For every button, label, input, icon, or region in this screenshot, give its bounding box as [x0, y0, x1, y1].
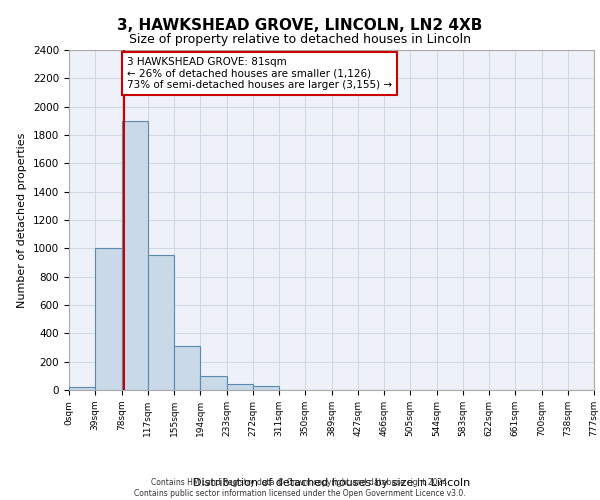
Y-axis label: Number of detached properties: Number of detached properties	[17, 132, 28, 308]
Bar	[253, 386, 279, 390]
Bar	[69, 387, 95, 390]
Text: 3, HAWKSHEAD GROVE, LINCOLN, LN2 4XB: 3, HAWKSHEAD GROVE, LINCOLN, LN2 4XB	[118, 18, 482, 32]
Text: Contains HM Land Registry data © Crown copyright and database right 2024.
Contai: Contains HM Land Registry data © Crown c…	[134, 478, 466, 498]
Bar	[200, 376, 227, 390]
Bar	[148, 256, 174, 390]
Bar	[121, 121, 148, 390]
Bar	[227, 384, 253, 390]
Bar	[174, 346, 200, 390]
Bar	[95, 248, 121, 390]
Text: 3 HAWKSHEAD GROVE: 81sqm
← 26% of detached houses are smaller (1,126)
73% of sem: 3 HAWKSHEAD GROVE: 81sqm ← 26% of detach…	[127, 57, 392, 90]
X-axis label: Distribution of detached houses by size in Lincoln: Distribution of detached houses by size …	[193, 478, 470, 488]
Text: Size of property relative to detached houses in Lincoln: Size of property relative to detached ho…	[129, 32, 471, 46]
